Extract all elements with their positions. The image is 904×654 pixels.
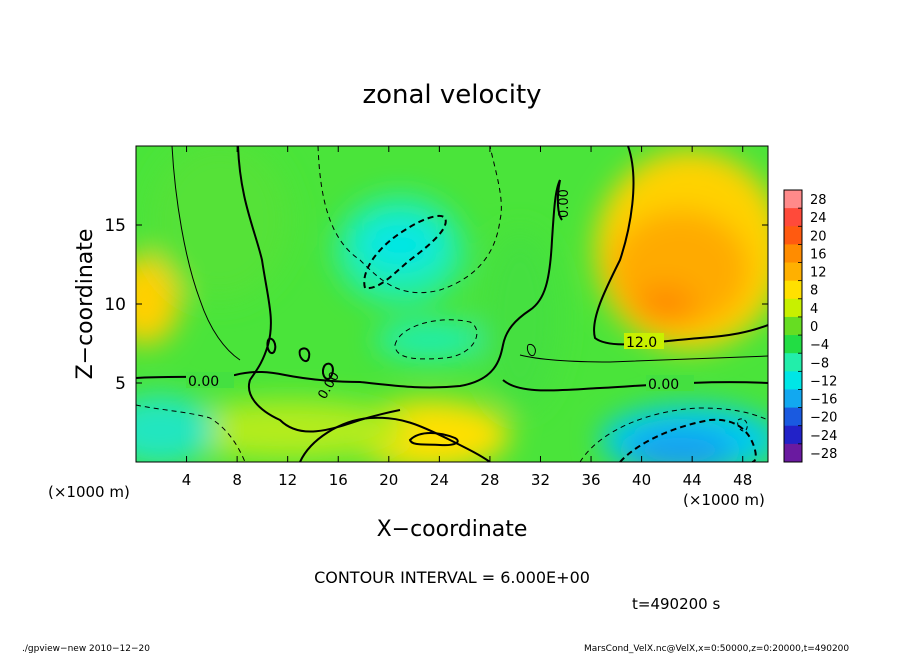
contour-twelve <box>593 146 768 346</box>
contour-label-group: 0.00 0.00 12.0 0.00 0.00 <box>186 189 694 402</box>
colorbar-swatch <box>784 425 802 445</box>
y-axis-ticks: 5 10 15 <box>104 216 768 394</box>
x-tick-label: 20 <box>379 471 398 489</box>
colorbar-swatch <box>784 208 802 227</box>
colorbar-swatch <box>784 262 802 282</box>
field-min-upper-core <box>360 220 440 270</box>
x-tick-label: 32 <box>531 471 550 489</box>
x-tick-label: 8 <box>232 471 242 489</box>
contour-zero-right <box>502 379 768 392</box>
colorbar-label: −20 <box>810 411 837 426</box>
x-tick-label: 36 <box>581 471 600 489</box>
contour-small-loop-3 <box>321 362 334 380</box>
colorbar-swatch <box>784 226 802 245</box>
colorbar-label: 12 <box>810 266 827 281</box>
colorbar-label: 20 <box>810 229 827 244</box>
colorbar: 28 24 20 16 12 8 4 0 −4 −8 −12 −16 −20 −24 −28 <box>783 189 837 463</box>
contour-zero-band <box>136 179 561 389</box>
colorbar-label: 24 <box>810 211 827 226</box>
colorbar-label: −16 <box>810 393 837 408</box>
contour-dashed-lower-right <box>579 407 768 462</box>
colorbar-label: 8 <box>810 284 818 299</box>
chart-title: zonal velocity <box>362 80 541 110</box>
colorbar-swatch <box>784 407 802 427</box>
colorbar-swatch <box>784 389 802 409</box>
field-green-column <box>480 230 560 410</box>
colorbar-label: −24 <box>810 429 837 444</box>
velocity-field: 0.00 0.00 12.0 0.00 0.00 <box>136 146 768 462</box>
y-tick-label: 5 <box>115 374 126 394</box>
footer-left: ./gpview−new 2010−12−20 <box>22 644 150 654</box>
footer-right: MarsCond_VelX.nc@VelX,x=0:50000,z=0:2000… <box>584 644 849 654</box>
colorbar-label: −12 <box>810 374 837 389</box>
y-axis-label: Z−coordinate <box>73 229 98 380</box>
colorbar-swatch <box>784 371 802 390</box>
time-text: t=490200 s <box>632 595 720 613</box>
colorbar-swatch <box>784 316 802 336</box>
x-unit-left: (×1000 m) <box>48 483 130 501</box>
contour-dashed-min-upper <box>363 214 447 290</box>
field-green-left <box>150 146 290 300</box>
contour-dashed-middle <box>394 319 478 360</box>
colorbar-label: 0 <box>810 320 818 335</box>
contour-label-zero-vertical: 0.00 <box>557 189 572 218</box>
x-tick-label: 44 <box>683 471 702 489</box>
y-tick-label: 15 <box>104 216 126 236</box>
colorbar-label: 28 <box>810 193 827 208</box>
colorbar-swatch <box>784 280 802 300</box>
contour-zero-bottom <box>299 416 491 462</box>
x-tick-label: 12 <box>278 471 297 489</box>
colorbar-label: 4 <box>810 302 818 317</box>
colorbar-label: −4 <box>810 338 829 353</box>
contour-label-twelve: 12.0 <box>626 335 657 351</box>
contour-small-loop-1 <box>266 337 277 354</box>
contour-dashed-upper <box>317 146 502 294</box>
contour-dashed-lower-left <box>136 404 246 462</box>
colorbar-swatch <box>784 298 802 318</box>
x-tick-label: 40 <box>632 471 651 489</box>
field-min-middle <box>375 320 485 360</box>
colorbar-frame <box>783 189 803 463</box>
contour-vertical-zero <box>556 179 563 221</box>
field-max-left <box>136 255 180 345</box>
colorbar-swatch <box>784 443 802 463</box>
x-tick-label: 16 <box>329 471 348 489</box>
x-tick-label: 28 <box>480 471 499 489</box>
colorbar-swatch <box>784 244 802 264</box>
colorbar-swatch <box>784 335 802 354</box>
colorbar-label: −28 <box>810 447 837 462</box>
colorbar-swatch <box>784 353 802 372</box>
x-tick-label: 4 <box>182 471 192 489</box>
contour-lines <box>136 146 768 462</box>
contour-small-loop-4 <box>527 343 536 357</box>
x-tick-label: 24 <box>430 471 449 489</box>
x-unit-right: (×1000 m) <box>683 491 765 509</box>
field-yellowgreen-band <box>170 400 410 460</box>
contour-label-zero-right: 0.00 <box>648 377 679 393</box>
field-max-upper-right-peak <box>635 285 695 325</box>
contour-dashed-min-lower-right <box>619 418 757 462</box>
field-min-bottom-right-core <box>625 428 735 462</box>
contour-small-loop-2 <box>298 347 311 362</box>
contour-thin-left <box>171 146 241 361</box>
colorbar-label: 16 <box>810 247 827 262</box>
y-tick-label: 10 <box>104 295 126 315</box>
x-axis-label: X−coordinate <box>377 517 528 542</box>
x-axis-ticks: 4 8 12 16 20 24 28 32 36 40 44 48 <box>182 146 752 489</box>
colorbar-label: −8 <box>810 356 829 371</box>
field-min-bottom-left <box>136 395 215 462</box>
contour-interval-text: CONTOUR INTERVAL = 6.000E+00 <box>314 568 590 587</box>
contour-thin-right <box>519 354 768 363</box>
x-tick-label: 48 <box>733 471 752 489</box>
contour-label-zero-left: 0.00 <box>188 374 219 390</box>
contour-small-loop-5 <box>737 418 748 432</box>
colorbar-swatch <box>784 190 802 209</box>
contour-max-bottom-center <box>408 432 459 447</box>
